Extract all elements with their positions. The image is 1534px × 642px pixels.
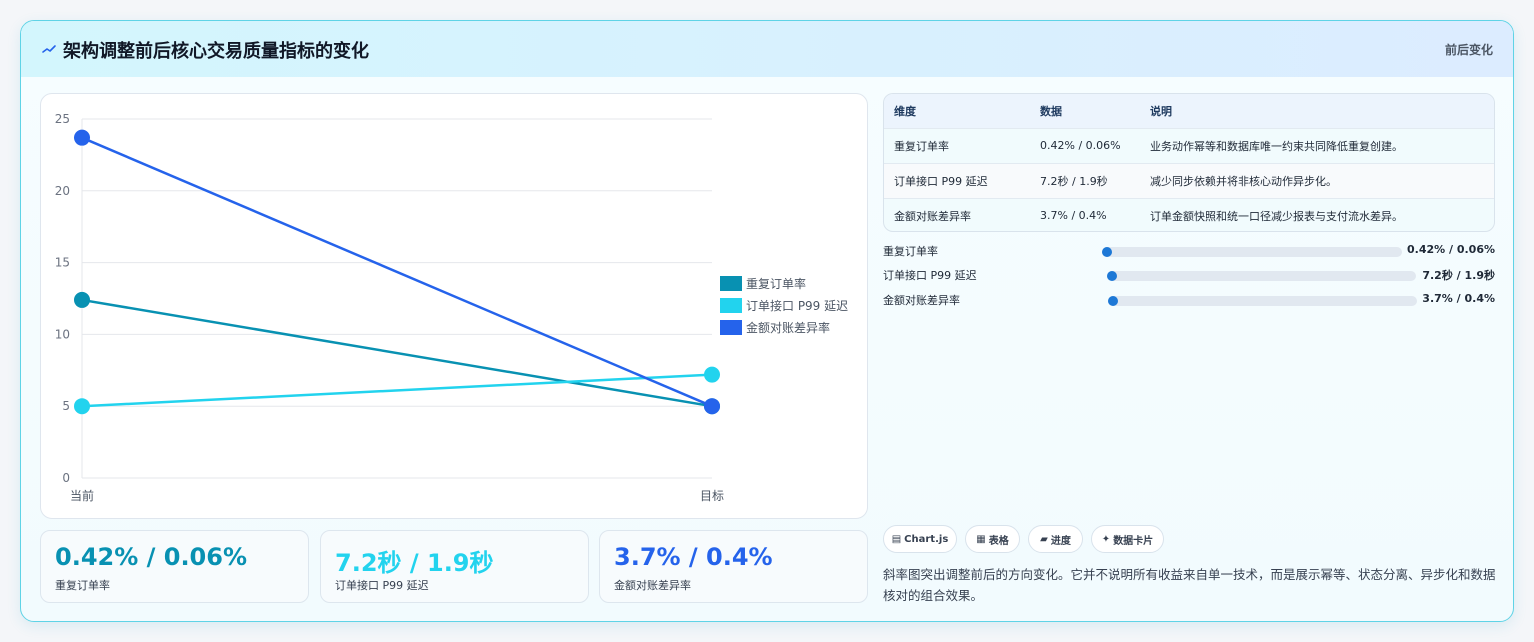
chip-chartjs[interactable]: ▤ Chart.js <box>883 525 957 553</box>
table-cell: 0.42% / 0.06% <box>1030 127 1140 163</box>
table-icon: ▦ <box>976 533 986 545</box>
chip-label: Chart.js <box>904 533 949 545</box>
table-cell: 重复订单率 <box>884 127 1030 163</box>
table-cell: 7.2秒 / 1.9秒 <box>1030 162 1140 198</box>
metrics-card: 架构调整前后核心交易质量指标的变化 前后变化 0 5 10 15 20 25 当前 目标 重复订… <box>20 20 1514 622</box>
legend-label: 订单接口 P99 延迟 <box>746 298 848 313</box>
legend-label: 重复订单率 <box>746 276 806 291</box>
table-cell: 减少同步依赖并将非核心动作异步化。 <box>1140 162 1494 198</box>
progress-row-p99-latency: 订单接口 P99 延迟 7.2秒 / 1.9秒 <box>883 266 1495 284</box>
trend-line-icon <box>42 45 56 53</box>
data-point <box>74 291 90 308</box>
progress-fill <box>1102 247 1112 257</box>
y-tick-label: 25 <box>55 112 70 126</box>
series-line <box>81 136 713 408</box>
y-tick-label: 20 <box>55 184 70 198</box>
y-tick-label: 15 <box>55 256 70 270</box>
y-tick-label: 5 <box>62 399 70 413</box>
table-row: 订单接口 P99 延迟 7.2秒 / 1.9秒 减少同步依赖并将非核心动作异步化… <box>884 162 1494 198</box>
y-tick-label: 0 <box>62 471 70 485</box>
progress-fill <box>1108 296 1118 306</box>
table-cell: 金额对账差异率 <box>884 197 1030 231</box>
chart-icon: ▤ <box>891 533 902 545</box>
progress-label: 订单接口 P99 延迟 <box>883 269 977 282</box>
card-icon: ✦ <box>1101 533 1111 545</box>
series-line <box>81 298 713 408</box>
series-line <box>81 373 713 408</box>
progress-row-duplicate-order: 重复订单率 0.42% / 0.06% <box>883 242 1495 260</box>
chip-label: 表格 <box>988 535 1009 547</box>
table-cell: 业务动作幂等和数据库唯一约束共同降低重复创建。 <box>1140 127 1494 163</box>
data-point <box>704 366 720 383</box>
kpi-value: 7.2秒 / 1.9秒 <box>335 549 494 577</box>
kpi-card-p99-latency: 7.2秒 / 1.9秒 订单接口 P99 延迟 <box>320 530 589 603</box>
chip-label: 数据卡片 <box>1113 535 1154 547</box>
y-tick-label: 10 <box>55 327 70 341</box>
table-row: 金额对账差异率 3.7% / 0.4% 订单金额快照和统一口径减少报表与支付流水… <box>884 197 1494 231</box>
data-point <box>74 129 90 146</box>
progress-track <box>1107 271 1416 281</box>
chip-table[interactable]: ▦ 表格 <box>965 525 1020 553</box>
kpi-label: 重复订单率 <box>55 579 110 592</box>
progress-row-reconciliation-diff: 金额对账差异率 3.7% / 0.4% <box>883 291 1495 309</box>
legend-swatch <box>720 320 742 335</box>
progress-track <box>1108 296 1417 306</box>
chip-progress[interactable]: ▰ 进度 <box>1028 525 1083 553</box>
kpi-value: 0.42% / 0.06% <box>55 543 247 571</box>
progress-value: 3.7% / 0.4% <box>1422 292 1495 305</box>
table-header-row: 维度 数据 说明 <box>884 94 1494 128</box>
header-tag: 前后变化 <box>1444 43 1493 57</box>
chart-note: 斜率图突出调整前后的方向变化。它并不说明所有收益来自单一技术，而是展示幂等、状态… <box>883 567 1496 603</box>
progress-track <box>1102 247 1402 257</box>
progress-label: 重复订单率 <box>883 245 938 258</box>
progress-value: 7.2秒 / 1.9秒 <box>1422 269 1495 282</box>
data-point <box>74 398 90 415</box>
legend-swatch <box>720 298 742 313</box>
chip-label: 进度 <box>1050 535 1071 547</box>
table-header: 维度 <box>884 94 1030 128</box>
table-cell: 3.7% / 0.4% <box>1030 197 1140 231</box>
progress-label: 金额对账差异率 <box>883 294 960 307</box>
kpi-card-reconciliation-diff: 3.7% / 0.4% 金额对账差异率 <box>599 530 868 603</box>
data-point <box>704 398 720 415</box>
kpi-value: 3.7% / 0.4% <box>614 543 773 571</box>
table-header: 说明 <box>1140 94 1494 128</box>
table-cell: 订单接口 P99 延迟 <box>884 162 1030 198</box>
progress-icon: ▰ <box>1040 533 1048 545</box>
legend-label: 金额对账差异率 <box>746 320 830 335</box>
kpi-card-duplicate-order: 0.42% / 0.06% 重复订单率 <box>40 530 309 603</box>
table-cell: 订单金额快照和统一口径减少报表与支付流水差异。 <box>1140 197 1494 231</box>
card-header: 架构调整前后核心交易质量指标的变化 前后变化 <box>21 21 1513 77</box>
card-title: 架构调整前后核心交易质量指标的变化 <box>63 41 369 62</box>
progress-fill <box>1107 271 1117 281</box>
metrics-table: 维度 数据 说明 重复订单率 0.42% / 0.06% 业务动作幂等和数据库唯… <box>883 93 1495 232</box>
x-tick-label: 目标 <box>700 489 724 503</box>
table-header: 数据 <box>1030 94 1140 128</box>
kpi-label: 订单接口 P99 延迟 <box>335 579 429 592</box>
legend-swatch <box>720 276 742 291</box>
x-tick-label: 当前 <box>70 488 94 503</box>
table-row: 重复订单率 0.42% / 0.06% 业务动作幂等和数据库唯一约束共同降低重复… <box>884 127 1494 163</box>
slope-chart-panel: 0 5 10 15 20 25 当前 目标 重复订单率订单接口 P99 延迟 金额对账差异率 <box>40 93 868 519</box>
progress-value: 0.42% / 0.06% <box>1407 243 1495 256</box>
kpi-label: 金额对账差异率 <box>614 579 691 592</box>
chip-data-card[interactable]: ✦ 数据卡片 <box>1091 525 1164 553</box>
